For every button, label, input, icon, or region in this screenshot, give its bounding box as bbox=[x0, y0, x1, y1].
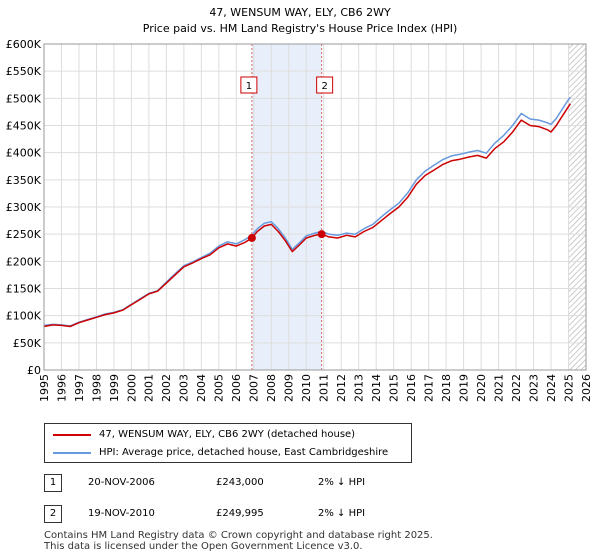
y-tick-label: £500K bbox=[6, 92, 42, 105]
transaction-hpi-diff: 2% ↓ HPI bbox=[318, 508, 366, 519]
x-tick-label: 2026 bbox=[580, 374, 593, 402]
x-tick-label: 2005 bbox=[213, 374, 226, 402]
chart-title: 47, WENSUM WAY, ELY, CB6 2WY bbox=[209, 6, 391, 19]
legend-label-hpi: HPI: Average price, detached house, East… bbox=[99, 447, 389, 458]
x-tick-label: 2008 bbox=[265, 374, 278, 402]
x-tick-label: 1999 bbox=[108, 374, 121, 402]
x-tick-label: 2025 bbox=[562, 374, 575, 402]
x-tick-label: 2017 bbox=[422, 374, 435, 402]
x-tick-label: 2024 bbox=[545, 374, 558, 402]
transaction-date: 20-NOV-2006 bbox=[88, 477, 155, 488]
x-tick-label: 2006 bbox=[230, 374, 243, 402]
plot-area: £0 £50K £100K £150K £200K £250K £300K £350K £400… bbox=[6, 38, 593, 402]
transaction-price: £249,995 bbox=[216, 508, 264, 519]
footer-licence: This data is licensed under the Open Gov… bbox=[44, 541, 363, 552]
marker-label: 2 bbox=[321, 81, 327, 92]
y-tick-label: £400K bbox=[6, 147, 42, 160]
chart-subtitle: Price paid vs. HM Land Registry's House … bbox=[143, 22, 458, 35]
y-tick-label: £200K bbox=[6, 255, 42, 268]
x-tick-label: 2012 bbox=[335, 374, 348, 402]
transaction-hpi-diff: 2% ↓ HPI bbox=[318, 477, 366, 488]
x-tick-label: 2019 bbox=[457, 374, 470, 402]
y-tick-label: £300K bbox=[6, 201, 42, 214]
x-tick-label: 2013 bbox=[353, 374, 366, 402]
x-tick-label: 2009 bbox=[283, 374, 296, 402]
property-line bbox=[43, 103, 571, 328]
footer-copyright: Contains HM Land Registry data © Crown c… bbox=[44, 530, 433, 541]
x-tick-label: 1998 bbox=[90, 374, 103, 402]
x-tick-label: 2010 bbox=[300, 374, 313, 402]
marker-label: 1 bbox=[246, 81, 252, 92]
x-tick-label: 1995 bbox=[38, 374, 51, 402]
marker-box bbox=[316, 76, 334, 94]
x-tick-label: 2020 bbox=[475, 374, 488, 402]
legend-swatch-property bbox=[53, 434, 91, 436]
x-tick-label: 2007 bbox=[248, 374, 261, 402]
transaction-price: £243,000 bbox=[216, 477, 264, 488]
legend-label-property: 47, WENSUM WAY, ELY, CB6 2WY (detached h… bbox=[99, 429, 356, 440]
x-tick-label: 1996 bbox=[55, 374, 68, 402]
x-tick-label: 2011 bbox=[318, 374, 331, 402]
legend: 47, WENSUM WAY, ELY, CB6 2WY (detached h… bbox=[44, 423, 412, 463]
footer: Contains HM Land Registry data © Crown c… bbox=[44, 530, 433, 552]
x-tick-label: 2014 bbox=[370, 374, 383, 402]
x-tick-label: 2022 bbox=[510, 374, 523, 402]
y-tick-label: £250K bbox=[6, 228, 42, 241]
x-tick-label: 2015 bbox=[388, 374, 401, 402]
x-tick-label: 2002 bbox=[160, 374, 173, 402]
legend-swatch-hpi bbox=[53, 452, 91, 454]
x-tick-label: 2001 bbox=[143, 374, 156, 402]
y-tick-label: £350K bbox=[6, 174, 42, 187]
y-tick-label: £550K bbox=[6, 65, 42, 78]
y-tick-label: £0 bbox=[27, 364, 41, 377]
x-tick-label: 2000 bbox=[125, 374, 138, 402]
price-chart: 47, WENSUM WAY, ELY, CB6 2WY Price paid … bbox=[6, 6, 593, 402]
y-tick-label: £50K bbox=[13, 337, 42, 350]
x-tick-label: 2018 bbox=[440, 374, 453, 402]
x-tick-label: 2021 bbox=[492, 374, 505, 402]
x-tick-label: 2023 bbox=[527, 374, 540, 402]
transaction-date: 19-NOV-2010 bbox=[88, 508, 155, 519]
y-tick-label: £100K bbox=[6, 310, 42, 323]
transaction-number: 1 bbox=[44, 474, 62, 492]
marker-box bbox=[240, 76, 258, 94]
y-tick-label: £600K bbox=[6, 38, 42, 51]
transaction-point bbox=[317, 230, 326, 239]
y-tick-label: £450K bbox=[6, 120, 42, 133]
transaction-number: 2 bbox=[44, 505, 62, 523]
x-tick-label: 1997 bbox=[73, 374, 86, 402]
x-tick-label: 2004 bbox=[195, 374, 208, 402]
plot-border bbox=[43, 43, 587, 371]
y-tick-label: £150K bbox=[6, 283, 42, 296]
x-tick-label: 2003 bbox=[178, 374, 191, 402]
x-tick-label: 2016 bbox=[405, 374, 418, 402]
transaction-point bbox=[247, 233, 256, 242]
